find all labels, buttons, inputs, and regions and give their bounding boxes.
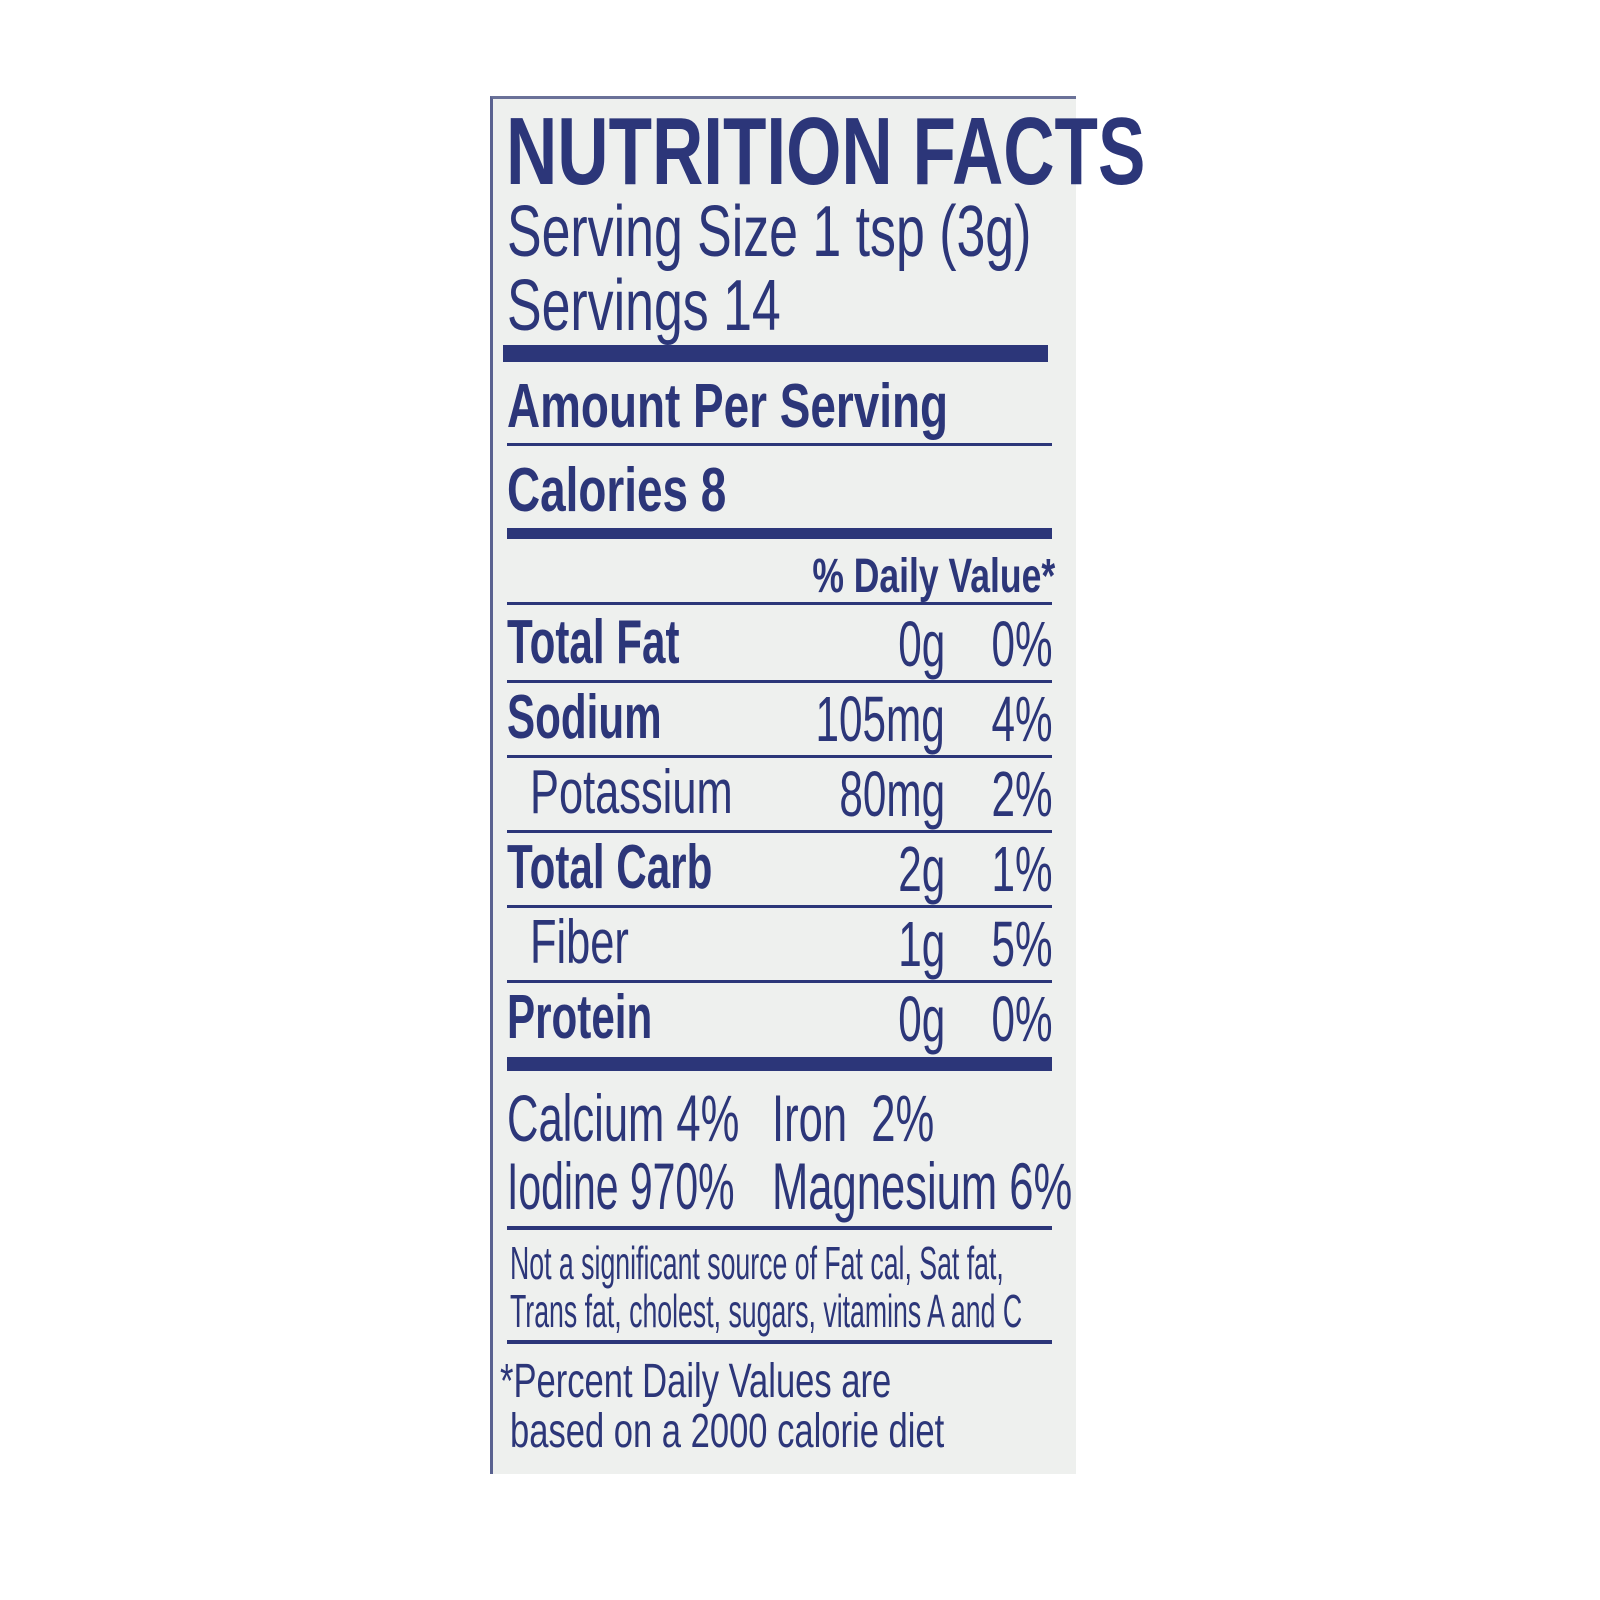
serving-size: Serving Size 1 tsp (3g)	[507, 192, 1032, 272]
row-divider	[507, 680, 1052, 683]
divider	[507, 602, 1052, 605]
nutrient-amount: 2g	[898, 833, 945, 905]
nutrient-amount: 0g	[898, 608, 945, 680]
nutrient-daily-value: 5%	[990, 908, 1052, 980]
calories: Calories 8	[507, 456, 727, 525]
nutrient-amount: 0g	[898, 983, 945, 1055]
nutrient-daily-value: 0%	[990, 983, 1052, 1055]
footnote-line-2: based on a 2000 calorie diet	[510, 1405, 945, 1458]
amount-per-serving: Amount Per Serving	[507, 372, 949, 441]
row-divider	[507, 980, 1052, 983]
thick-divider	[507, 1057, 1052, 1071]
magnesium: Magnesium 6%	[772, 1149, 1073, 1223]
nutrient-amount: 1g	[898, 908, 945, 980]
divider	[507, 443, 1052, 446]
title: NUTRITION FACTS	[506, 98, 1146, 205]
iron: Iron 2%	[772, 1081, 935, 1155]
nutrient-amount: 80mg	[839, 758, 945, 830]
row-divider	[507, 830, 1052, 833]
divider	[507, 1340, 1052, 1344]
footnote-line-1: *Percent Daily Values are	[500, 1355, 892, 1408]
nutrient-name: Fiber	[530, 908, 629, 977]
daily-value-header: % Daily Value*	[812, 550, 1055, 603]
divider	[507, 1226, 1052, 1230]
nutrient-name: Total Fat	[507, 608, 680, 677]
nutrient-name: Potassium	[530, 758, 733, 827]
nutrient-daily-value: 4%	[990, 683, 1052, 755]
thick-divider	[503, 345, 1048, 362]
medium-divider	[507, 528, 1052, 539]
nutrient-daily-value: 0%	[990, 608, 1052, 680]
calcium: Calcium 4%	[507, 1081, 740, 1155]
iodine: Iodine 970%	[507, 1149, 735, 1223]
nutrient-name: Total Carb	[507, 833, 713, 902]
nutrient-amount: 105mg	[815, 683, 945, 755]
servings: Servings 14	[507, 266, 781, 346]
row-divider	[507, 755, 1052, 758]
not-significant-line-2: Trans fat, cholest, sugars, vitamins A a…	[510, 1285, 1023, 1337]
nutrient-daily-value: 1%	[990, 833, 1052, 905]
row-divider	[507, 905, 1052, 908]
nutrient-name: Protein	[507, 983, 653, 1052]
nutrient-daily-value: 2%	[990, 758, 1052, 830]
nutrition-facts-panel	[490, 96, 1076, 1474]
nutrient-name: Sodium	[507, 683, 662, 752]
not-significant-line-1: Not a significant source of Fat cal, Sat…	[510, 1237, 1004, 1289]
